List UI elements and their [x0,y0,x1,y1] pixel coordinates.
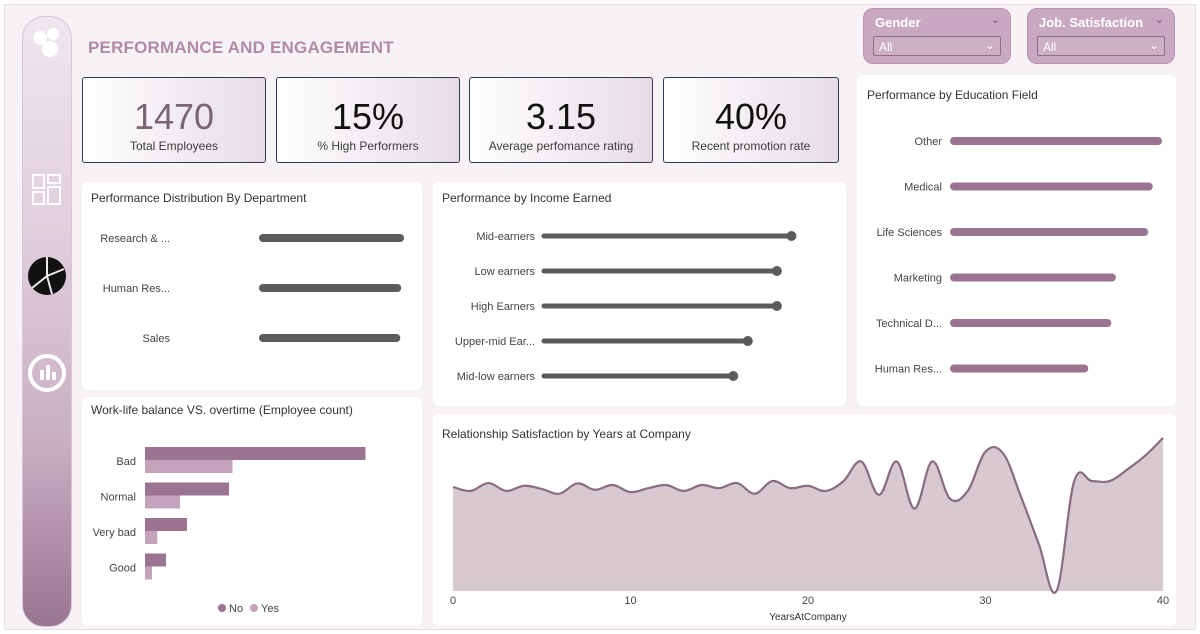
gender-dropdown[interactable]: All ⌄ [873,36,1001,56]
job-satisfaction-dropdown[interactable]: All ⌄ [1037,36,1165,56]
dropdown-arrow-icon[interactable]: ⌄ [984,38,995,52]
category-label: Life Sciences [877,227,943,239]
bar [950,273,1116,282]
page-title: PERFORMANCE AND ENGAGEMENT [88,38,394,57]
bar [950,364,1089,373]
x-tick-label: 0 [450,595,456,607]
department-chart-card: Performance Distribution By Department R… [82,182,422,390]
lollipop-dot [771,266,782,276]
dashboard-icon[interactable] [31,173,63,212]
pie-chart-icon[interactable] [26,255,68,302]
area-line [452,437,1164,595]
gauge-icon[interactable] [27,353,67,398]
kpi-value: 15% [331,96,405,137]
job-satisfaction-slicer[interactable]: Job. Satisfaction ⌄ All ⌄ [1027,8,1175,64]
bar [259,334,401,342]
work-life-balance-chart-card: Work-life balance VS. overtime (Employee… [82,397,422,626]
chart-title: Relationship Satisfaction by Years at Co… [442,427,691,441]
legend-label: No [229,603,243,615]
bar-no [145,518,187,531]
lollipop-dot [771,301,782,311]
legend-label: Yes [261,603,279,615]
gender-slicer-label: Gender [875,15,921,30]
kpi-caption: Average perfomance rating [488,139,634,153]
kpi-card-total-employees: 1470 Total Employees [82,77,266,163]
kpi-caption: % High Performers [317,139,419,153]
chevron-down-icon[interactable]: ⌄ [990,14,1000,26]
kpi-value: 1470 [133,96,215,137]
gender-slicer[interactable]: Gender ⌄ All ⌄ [863,8,1011,64]
bar [259,234,404,242]
income-chart-card: Performance by Income Earned Mid-earners… [433,182,846,406]
education-chart-card: Performance by Education Field Other Medi… [857,75,1176,406]
income-chart: Mid-earners Low earners High Earners Upper-… [455,231,797,383]
category-label: Mid-low earners [457,371,536,383]
legend-marker [250,604,258,612]
category-label: Research & ... [100,233,170,245]
bar-no [145,553,166,567]
category-label: Very bad [93,527,136,539]
bar-yes [145,566,152,580]
chart-title: Performance Distribution By Department [91,191,307,205]
category-label: Upper-mid Ear... [455,336,535,348]
bar [950,228,1149,236]
kpi-card-average-rating: 3.15 Average perfomance rating [469,77,653,163]
bar-yes [145,495,180,509]
chart-title: Work-life balance VS. overtime (Employee… [91,403,353,417]
category-label: Medical [904,182,942,194]
category-label: Other [914,136,942,148]
category-label: Normal [101,492,136,504]
dropdown-arrow-icon[interactable]: ⌄ [1148,38,1159,52]
lollipop-dot [786,231,797,241]
category-label: Bad [116,456,136,468]
category-label: Human Res... [103,283,170,295]
category-label: Good [109,563,136,575]
x-axis-title: YearsAtCompany [769,612,846,623]
kpi-card-promotion-rate: 40% Recent promotion rate [663,77,839,163]
relationship-satisfaction-chart: 0 10 20 30 40 YearsAtCompany [450,437,1169,623]
bar-no [145,482,229,496]
area-fill [453,437,1163,593]
app-logo-icon[interactable] [29,25,65,64]
x-tick-label: 20 [802,595,814,607]
kpi-value: 40% [714,96,788,137]
gender-selected-value: All [879,40,893,54]
kpi-card-high-performers: 15% % High Performers [276,77,460,163]
job-satisfaction-slicer-label: Job. Satisfaction [1039,15,1144,30]
bar-yes [145,460,233,473]
category-label: Human Res... [875,364,942,376]
legend-marker [218,604,226,612]
category-label: Sales [142,333,170,345]
chevron-down-icon[interactable]: ⌄ [1154,14,1164,26]
lollipop-dot [728,371,739,381]
x-tick-label: 40 [1157,595,1169,607]
bar [950,137,1162,145]
category-label: Marketing [894,273,942,285]
relationship-satisfaction-chart-card: Relationship Satisfaction by Years at Co… [433,414,1176,626]
department-chart: Research & ... Human Res... Sales [100,233,404,345]
bar [259,284,402,292]
bar-no [145,447,366,460]
lollipop-dot [742,336,753,346]
kpi-caption: Total Employees [129,139,219,153]
bar [950,182,1153,191]
work-life-balance-chart: Bad Normal Very bad Good No Yes [93,447,366,615]
bar [950,319,1112,327]
kpi-value: 3.15 [525,96,597,137]
sidebar [22,16,72,627]
x-tick-label: 10 [624,595,636,607]
kpi-caption: Recent promotion rate [691,139,811,153]
chart-title: Performance by Education Field [867,88,1038,102]
category-label: Mid-earners [476,231,535,243]
job-satisfaction-selected-value: All [1043,40,1057,54]
category-label: High Earners [471,301,536,313]
category-label: Low earners [474,266,535,278]
category-label: Technical D... [876,318,942,330]
bar-yes [145,531,158,544]
x-tick-label: 30 [979,595,991,607]
chart-title: Performance by Income Earned [442,191,612,205]
education-chart: Other Medical Life Sciences Marketing Techni… [875,136,1162,376]
